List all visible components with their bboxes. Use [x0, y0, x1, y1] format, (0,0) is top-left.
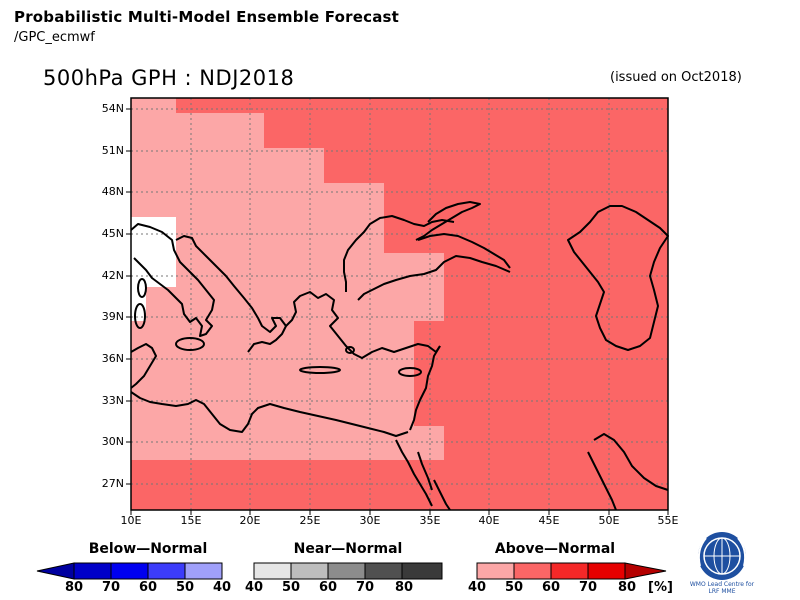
logo-caption: WMO Lead Centre for LRF MME	[686, 581, 758, 595]
legend-near-swatch-40	[253, 562, 292, 580]
coast-tunisia	[130, 343, 157, 389]
region-above-40-50	[131, 98, 444, 460]
lon-label-55e: 55E	[657, 514, 679, 527]
legend-near-tick-70: 70	[355, 580, 375, 595]
issued-date: (issued on Oct2018)	[610, 70, 742, 85]
logo-caption-line2: LRF MME	[708, 588, 736, 595]
coast-greece-aegean	[285, 291, 441, 359]
coast-north-africa	[130, 391, 409, 437]
map-title: 500hPa GPH : NDJ2018	[43, 66, 295, 90]
island-rhodes	[345, 346, 355, 354]
legend-near-swatch-80	[401, 562, 443, 580]
coast-persian-gulf	[593, 433, 669, 491]
legend-above-swatch-40	[476, 562, 515, 580]
lat-label-48n: 48N	[101, 185, 124, 198]
legend-below-tick-60: 60	[138, 580, 158, 595]
lat-label-33n: 33N	[101, 394, 124, 407]
axis-ticks	[126, 108, 669, 515]
island-corsica	[137, 278, 147, 298]
wmo-logo-icon	[697, 532, 747, 580]
legend-near-bar	[253, 562, 443, 580]
logo-caption-line1: WMO Lead Centre for	[689, 581, 755, 588]
coast-crimea	[415, 201, 481, 241]
legend-below-swatch-70	[110, 562, 149, 580]
legend-above-tick-80: 80	[617, 580, 637, 595]
coast-black-sea-west	[343, 215, 455, 292]
coast-sinai-gulf	[395, 439, 433, 507]
legend-near-tick-60: 60	[318, 580, 338, 595]
legend-below-tick-80: 80	[64, 580, 84, 595]
legend-near-swatch-50	[290, 562, 329, 580]
legend-near-tick-80: 80	[394, 580, 414, 595]
legend-near-swatch-70	[364, 562, 403, 580]
legend-near-title: Near—Normal	[293, 541, 403, 557]
header-subtitle: /GPC_ecmwf	[14, 30, 95, 45]
lat-label-30n: 30N	[101, 435, 124, 448]
coast-aqaba	[417, 451, 433, 491]
coast-black-sea-east	[417, 233, 511, 269]
legend-above-swatch-70	[587, 562, 626, 580]
legend-below-swatch-50	[184, 562, 223, 580]
coast-italy-balkans	[130, 223, 215, 337]
legend-above-tick-60: 60	[541, 580, 561, 595]
coast-levant	[409, 345, 441, 431]
island-crete	[299, 366, 341, 374]
legend-below-tick-70: 70	[101, 580, 121, 595]
lat-label-39n: 39N	[101, 310, 124, 323]
lat-label-36n: 36N	[101, 352, 124, 365]
probability-shading	[131, 98, 668, 510]
lat-label-42n: 42N	[101, 269, 124, 282]
island-sicily	[175, 337, 205, 351]
lat-label-54n: 54N	[101, 102, 124, 115]
legend-near-swatch-60	[327, 562, 366, 580]
lon-label-40e: 40E	[478, 514, 500, 527]
island-sardinia	[134, 303, 146, 329]
coastlines	[130, 201, 669, 511]
legend-above-tick-50: 50	[504, 580, 524, 595]
legend-below-title: Below—Normal	[88, 541, 208, 557]
map-frame	[130, 97, 669, 511]
island-cyprus	[398, 367, 422, 377]
coast-arabia	[587, 451, 617, 511]
legend-below-tick-50: 50	[175, 580, 195, 595]
lon-label-30e: 30E	[359, 514, 381, 527]
legend-near-tick-50: 50	[281, 580, 301, 595]
coast-adriatic-east	[175, 235, 287, 353]
legend-below-tick-40: 40	[212, 580, 232, 595]
legend-above-swatch-60	[550, 562, 589, 580]
region-no-signal	[131, 217, 176, 321]
islands	[134, 278, 422, 377]
lon-label-10e: 10E	[120, 514, 142, 527]
coast-red-sea-east	[433, 479, 451, 511]
legend-above-tick-40: 40	[467, 580, 487, 595]
legend-above-swatch-50	[513, 562, 552, 580]
legend-near-tick-40: 40	[244, 580, 264, 595]
legend-below-swatch-80	[73, 562, 112, 580]
legend-above-bar	[476, 562, 667, 580]
legend-unit: [%]	[648, 580, 673, 595]
lon-label-35e: 35E	[419, 514, 441, 527]
header-title: Probabilistic Multi-Model Ensemble Forec…	[14, 8, 400, 26]
lat-label-45n: 45N	[101, 227, 124, 240]
legend-below-bar	[36, 562, 223, 580]
lat-label-27n: 27N	[101, 477, 124, 490]
legend-below-arrow	[36, 562, 75, 580]
legend-above-arrow	[624, 562, 667, 580]
coast-caspian	[567, 205, 669, 351]
lon-label-20e: 20E	[239, 514, 261, 527]
lon-label-45e: 45E	[538, 514, 560, 527]
coast-turkey-north	[357, 255, 511, 301]
lat-label-51n: 51N	[101, 144, 124, 157]
lon-label-15e: 15E	[180, 514, 202, 527]
legend-above-title: Above—Normal	[494, 541, 616, 557]
legend-above-tick-70: 70	[578, 580, 598, 595]
lon-label-25e: 25E	[299, 514, 321, 527]
legend-below-swatch-60	[147, 562, 186, 580]
lon-label-50e: 50E	[598, 514, 620, 527]
